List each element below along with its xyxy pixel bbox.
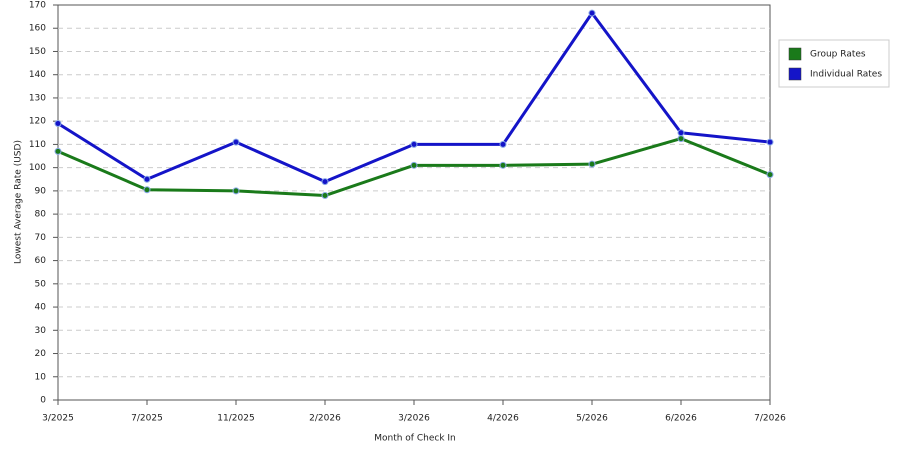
y-tick-label: 10 [35,372,47,382]
x-axis-title: Month of Check In [374,434,456,444]
y-tick-label: 170 [29,1,46,11]
y-tick-label: 30 [35,326,47,336]
x-tick-label: 6/2026 [665,414,697,424]
data-point [588,160,596,168]
data-point [143,186,151,194]
y-tick-label: 90 [35,186,47,196]
x-tick-label: 11/2025 [217,414,254,424]
x-tick-label: 7/2025 [131,414,163,424]
data-point [232,187,240,195]
data-point [766,138,774,146]
y-tick-label: 130 [29,93,46,103]
x-tick-label: 2/2026 [309,414,341,424]
data-point [677,135,685,143]
legend-swatch [788,47,802,61]
x-tick-label: 4/2026 [487,414,519,424]
data-point [54,120,62,127]
x-tick-label: 7/2026 [754,414,786,424]
x-tick-label: 3/2026 [398,414,430,424]
y-tick-label: 0 [40,396,46,406]
y-tick-label: 140 [29,70,46,80]
x-tick-label: 3/2025 [42,414,74,424]
y-tick-label: 80 [35,210,47,220]
y-tick-label: 100 [29,163,46,173]
y-tick-label: 150 [29,47,46,57]
y-tick-label: 40 [35,303,47,313]
data-point [588,9,596,17]
data-point [143,175,151,183]
data-point [410,140,418,148]
data-point [321,178,329,186]
legend-swatch [788,67,802,81]
y-tick-label: 20 [35,349,47,359]
data-point [54,147,62,155]
x-tick-label: 5/2026 [576,414,608,424]
y-tick-label: 110 [29,140,46,150]
y-tick-label: 50 [35,279,47,289]
y-axis-title: Lowest Average Rate (USD) [14,140,24,264]
legend-label: Group Rates [810,50,866,60]
data-point [766,171,774,179]
data-point [677,129,685,137]
legend-label: Individual Rates [810,70,882,80]
plot-area [57,4,771,401]
y-tick-label: 120 [29,117,46,127]
y-tick-label: 160 [29,24,46,34]
y-tick-label: 60 [35,256,47,266]
data-point [410,161,418,169]
data-point [232,138,240,146]
data-point [321,192,329,200]
y-tick-label: 70 [35,233,47,243]
data-point [499,161,507,169]
data-point [499,140,507,148]
